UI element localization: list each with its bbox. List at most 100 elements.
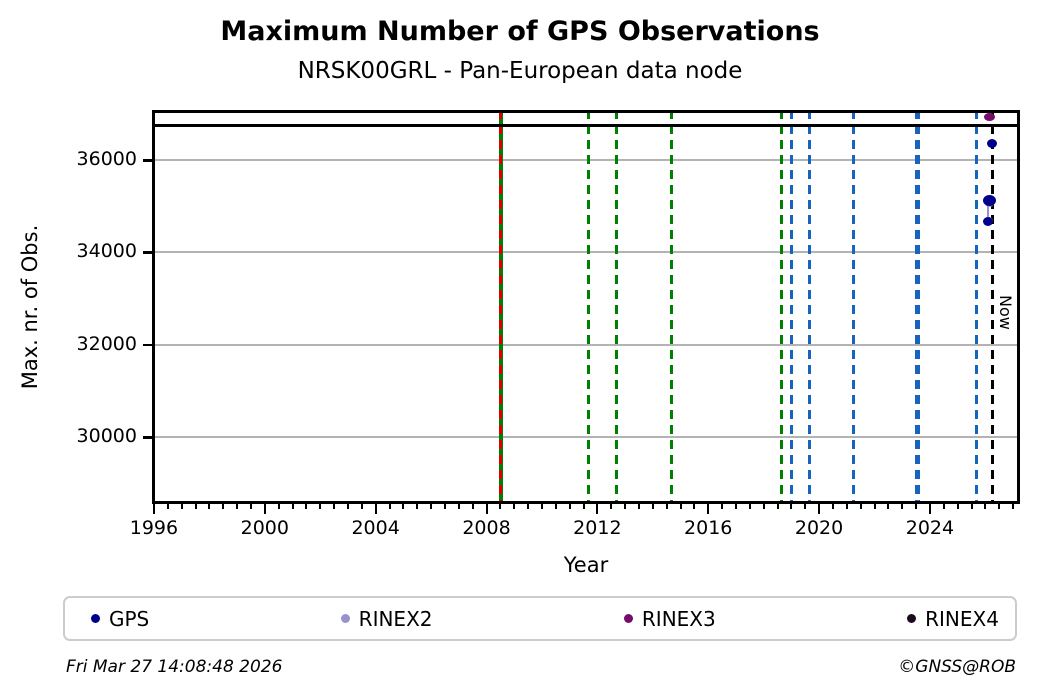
y-tick-mark (143, 251, 152, 254)
x-tick-mark-minor (471, 504, 474, 509)
event-line-dashed (915, 110, 921, 504)
copyright-credit: ©GNSS@ROB (898, 657, 1016, 677)
y-gridline (152, 436, 1020, 439)
x-tick-mark-minor (637, 504, 640, 509)
legend-item-rinex2: RINEX2 (340, 606, 433, 631)
x-tick-mark-minor (277, 504, 280, 509)
event-line-dashed (669, 110, 673, 504)
legend-item-rinex3: RINEX3 (623, 606, 716, 631)
series-connector-rinex2 (987, 203, 990, 222)
x-tick-mark-minor (346, 504, 349, 509)
rinex3-marker-icon (623, 614, 633, 623)
x-tick-label: 2020 (794, 517, 844, 539)
x-tick-mark-minor (624, 504, 627, 509)
x-tick-mark-minor (194, 504, 197, 509)
y-gridline (152, 251, 1020, 254)
x-tick-mark-minor (942, 504, 945, 509)
plot-spine-right (1017, 110, 1020, 504)
x-tick-mark-minor (402, 504, 405, 509)
x-tick-mark-minor (693, 504, 696, 509)
event-line-dashed (975, 110, 979, 504)
x-tick-mark-major (263, 504, 266, 514)
x-tick-mark-minor (554, 504, 557, 509)
legend: GPS RINEX2 RINEX3 RINEX4 (63, 596, 1017, 641)
x-tick-mark-major (485, 504, 488, 514)
x-tick-mark-minor (651, 504, 654, 509)
x-tick-mark-minor (734, 504, 737, 509)
x-tick-mark-minor (430, 504, 433, 509)
y-tick-mark (143, 436, 152, 439)
x-tick-mark-minor (236, 504, 239, 509)
x-tick-mark-minor (582, 504, 585, 509)
gps-marker-icon (91, 614, 100, 623)
y-gridline (152, 159, 1020, 162)
event-line-dashed (789, 110, 793, 504)
x-tick-label: 1996 (129, 517, 179, 539)
x-tick-mark-minor (1012, 504, 1015, 509)
x-tick-mark-major (818, 504, 821, 514)
x-tick-mark-minor (915, 504, 918, 509)
plot-area: Now (152, 110, 1020, 504)
x-tick-mark-minor (208, 504, 211, 509)
x-tick-mark-minor (901, 504, 904, 509)
x-tick-mark-minor (887, 504, 890, 509)
x-tick-mark-minor (319, 504, 322, 509)
y-axis-title: Max. nr. of Obs. (18, 224, 42, 390)
x-tick-mark-minor (416, 504, 419, 509)
x-tick-mark-minor (388, 504, 391, 509)
event-line-dashed (499, 110, 503, 504)
x-tick-mark-minor (873, 504, 876, 509)
event-line-dashed (807, 110, 811, 504)
x-tick-mark-minor (679, 504, 682, 509)
x-tick-mark-minor (610, 504, 613, 509)
x-tick-label: 2004 (351, 517, 400, 539)
x-tick-mark-major (374, 504, 377, 514)
event-line-dashed (779, 110, 783, 504)
data-point-gps (983, 217, 994, 227)
x-tick-mark-minor (166, 504, 169, 509)
rinex2-marker-icon (340, 614, 350, 623)
x-tick-mark-minor (956, 504, 959, 509)
x-tick-mark-minor (222, 504, 225, 509)
x-tick-mark-minor (984, 504, 987, 509)
data-point-rinex3 (983, 113, 995, 122)
x-tick-mark-minor (360, 504, 363, 509)
x-tick-mark-minor (776, 504, 779, 509)
legend-label: RINEX4 (925, 606, 999, 631)
data-point-gps (983, 194, 996, 206)
y-tick-label: 34000 (76, 240, 137, 263)
y-tick-mark (143, 343, 152, 347)
x-tick-mark-minor (859, 504, 862, 509)
x-tick-mark-minor (998, 504, 1001, 509)
x-tick-mark-minor (804, 504, 807, 509)
x-axis-title: Year (563, 553, 609, 577)
y-tick-label: 36000 (76, 148, 137, 171)
x-tick-mark-minor (748, 504, 751, 509)
x-tick-mark-minor (180, 504, 183, 509)
y-tick-label: 32000 (76, 332, 137, 355)
legend-item-rinex4: RINEX4 (907, 607, 999, 631)
x-tick-mark-minor (540, 504, 543, 509)
x-tick-mark-minor (762, 504, 765, 509)
x-tick-mark-minor (665, 504, 668, 509)
x-tick-label: 2016 (684, 517, 733, 539)
legend-label: RINEX2 (358, 606, 433, 631)
x-tick-mark-minor (721, 504, 724, 509)
now-label: Now (996, 295, 1015, 331)
x-tick-mark-minor (831, 504, 834, 509)
legend-label: RINEX3 (641, 606, 716, 631)
x-tick-mark-minor (499, 504, 502, 509)
x-tick-mark-minor (568, 504, 571, 509)
chart-title: Maximum Number of GPS Observations (220, 16, 820, 47)
plot-spine-left (152, 110, 155, 504)
max-observations-line (152, 123, 1020, 127)
event-line-dashed (586, 110, 590, 504)
legend-label: GPS (109, 606, 150, 631)
x-tick-label: 2000 (240, 517, 289, 539)
x-tick-mark-major (596, 504, 599, 514)
x-tick-mark-minor (845, 504, 848, 509)
y-gridline (152, 343, 1020, 346)
y-tick-label: 30000 (76, 425, 137, 448)
chart-subtitle: NRSK00GRL - Pan-European data node (297, 58, 743, 84)
